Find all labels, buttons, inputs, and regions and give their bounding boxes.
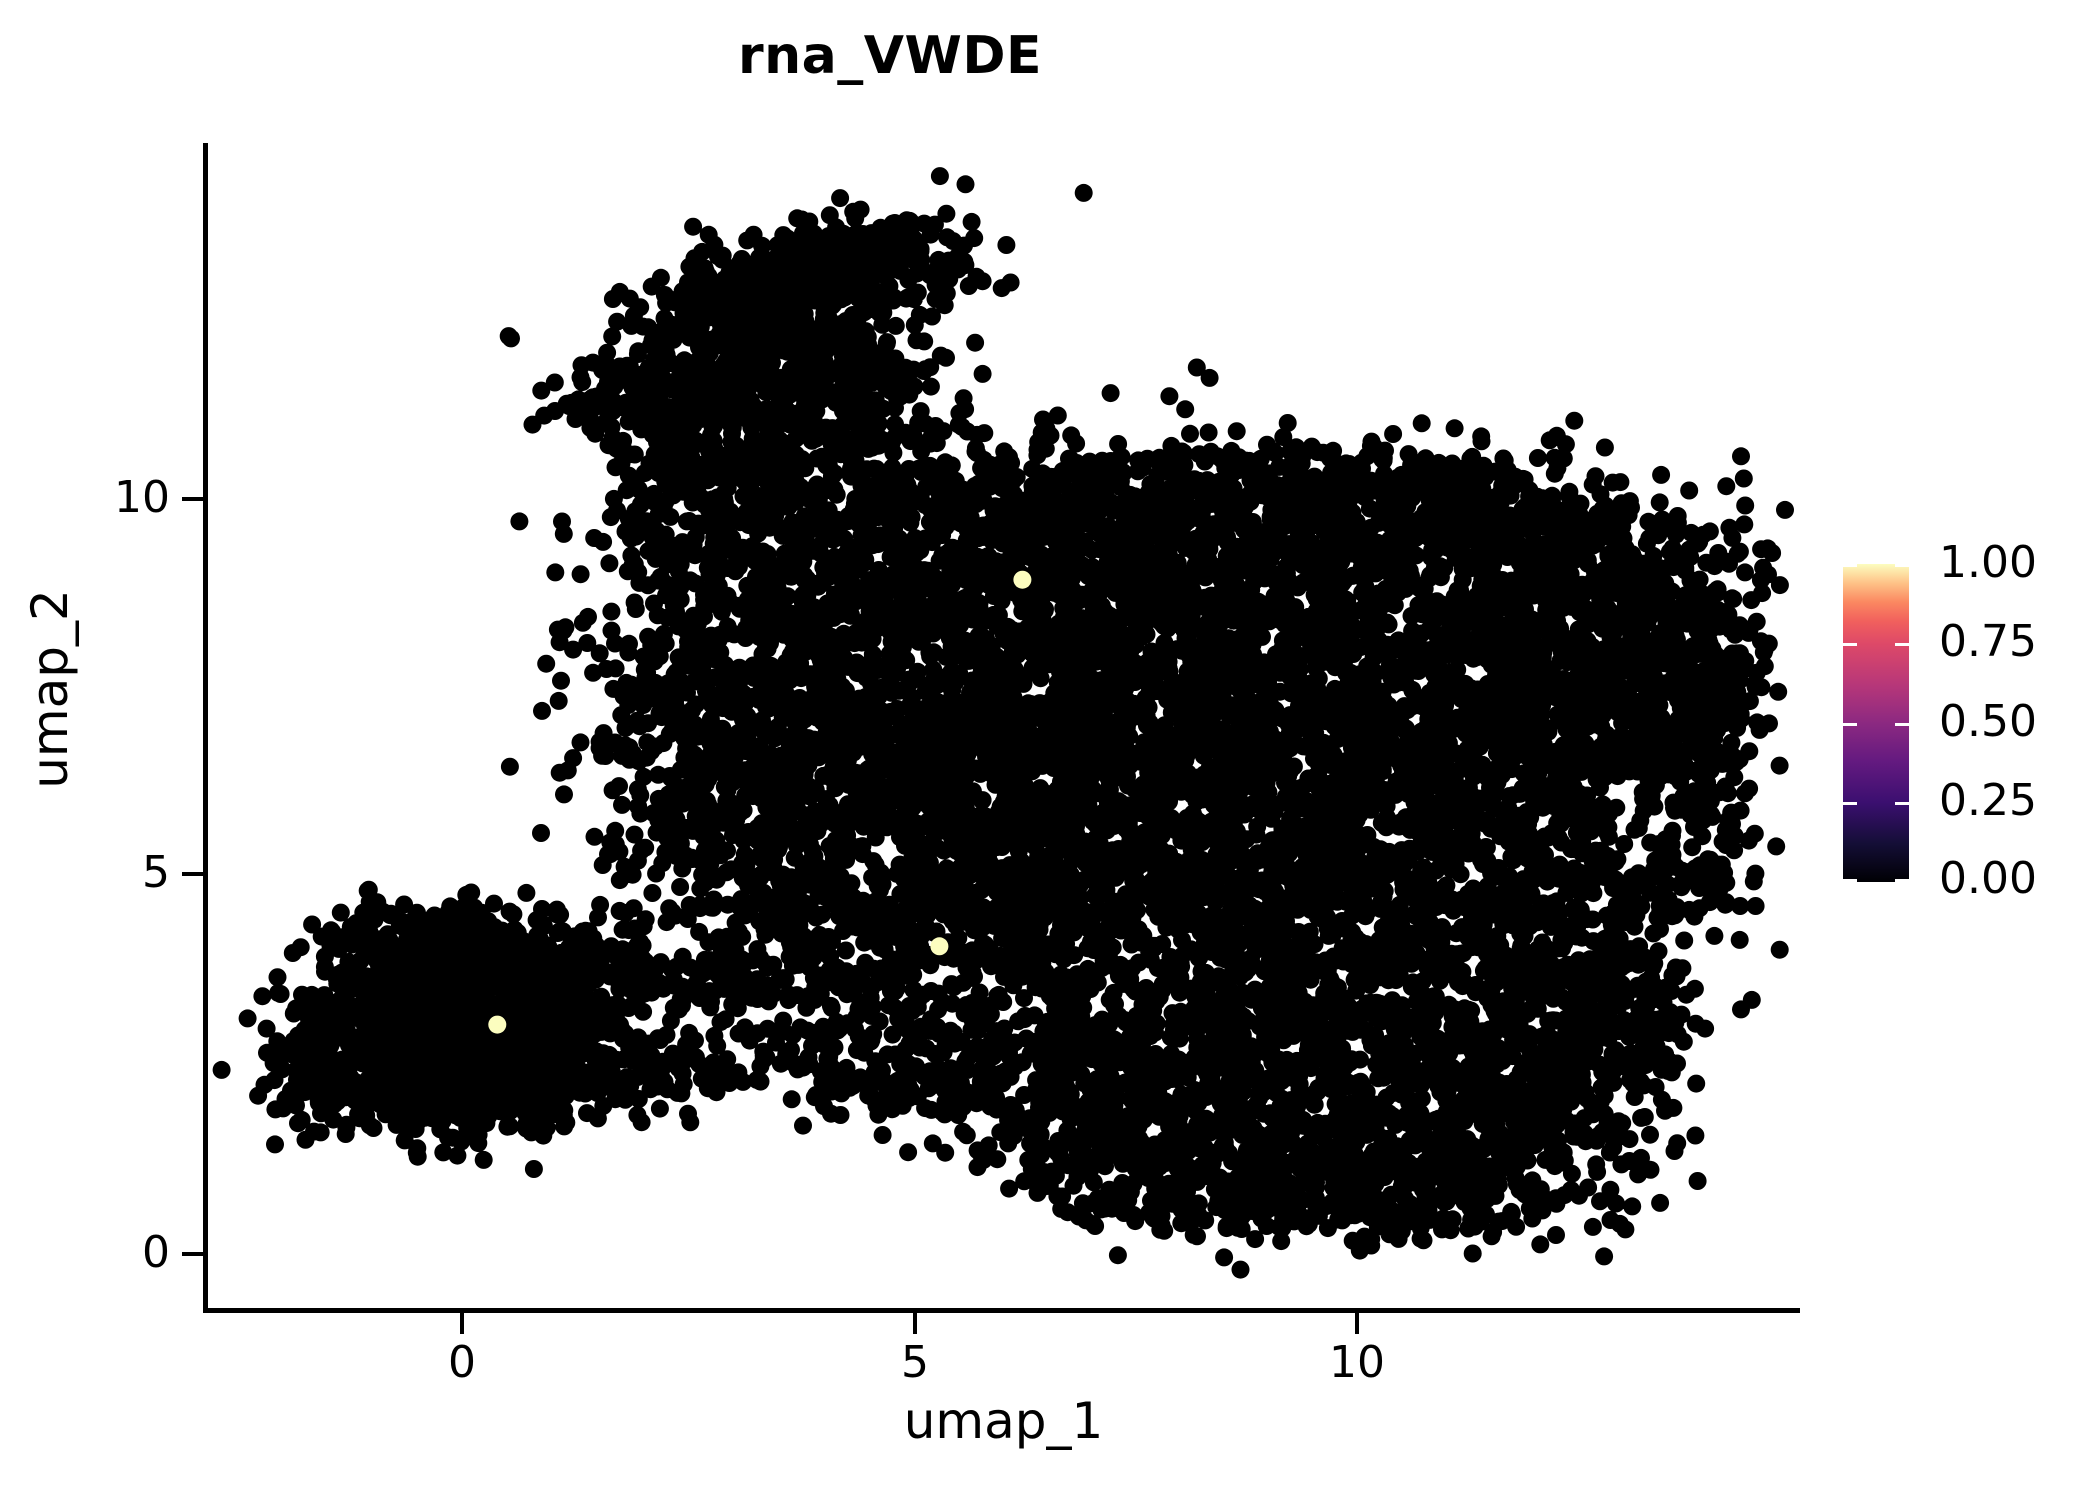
y-ticklabel-10: 10: [114, 472, 170, 523]
colorbar-tick-0-00-right: [1895, 879, 1909, 882]
y-axis-spine: [203, 143, 208, 1312]
colorbar-tick-1-00-right: [1895, 564, 1909, 567]
colorbar-tick-0-50-left: [1843, 723, 1857, 726]
colorbar-tick-0-25-right: [1895, 802, 1909, 805]
colorbar-label-0-75: 0.75: [1939, 616, 2037, 667]
plot-area: [207, 143, 1800, 1310]
colorbar-tick-0-00-left: [1843, 879, 1857, 882]
colorbar: 1.00 0.75 0.50 0.25 0.00: [1843, 541, 2093, 901]
colorbar-tick-1-00-left: [1843, 564, 1857, 567]
y-tick-5: [182, 872, 204, 876]
scatter-low-value-points: [212, 167, 1795, 1279]
highlighted-point-3: [488, 1015, 507, 1034]
x-axis-spine: [203, 1308, 1800, 1313]
highlighted-point-1: [1013, 570, 1032, 589]
colorbar-label-0-00: 0.00: [1939, 853, 2037, 904]
x-ticklabel-10: 10: [1329, 1337, 1385, 1388]
y-tick-0: [182, 1252, 204, 1256]
colorbar-label-1-00: 1.00: [1939, 537, 2037, 588]
scatter-high-value-points: [488, 570, 1032, 1034]
colorbar-label-0-25: 0.25: [1939, 775, 2037, 826]
x-ticklabel-0: 0: [448, 1337, 476, 1388]
y-ticklabel-0: 0: [142, 1227, 170, 1278]
page-title: rna_VWDE: [737, 26, 1043, 86]
colorbar-tick-0-50-right: [1895, 723, 1909, 726]
colorbar-tick-0-25-left: [1843, 802, 1857, 805]
y-ticklabel-5: 5: [142, 847, 170, 898]
x-tick-0: [460, 1312, 464, 1334]
scatter-points-layer: [212, 167, 1795, 1279]
colorbar-tick-0-75-right: [1895, 643, 1909, 646]
highlighted-point-2: [930, 937, 949, 956]
y-tick-10: [182, 497, 204, 501]
colorbar-label-0-50: 0.50: [1939, 696, 2037, 747]
x-tick-10: [1355, 1312, 1359, 1334]
colorbar-tick-0-75-left: [1843, 643, 1857, 646]
x-tick-5: [913, 1312, 917, 1334]
x-axis-label: umap_1: [903, 1392, 1104, 1450]
y-axis-label: umap_2: [21, 589, 79, 789]
x-ticklabel-5: 5: [901, 1337, 929, 1388]
